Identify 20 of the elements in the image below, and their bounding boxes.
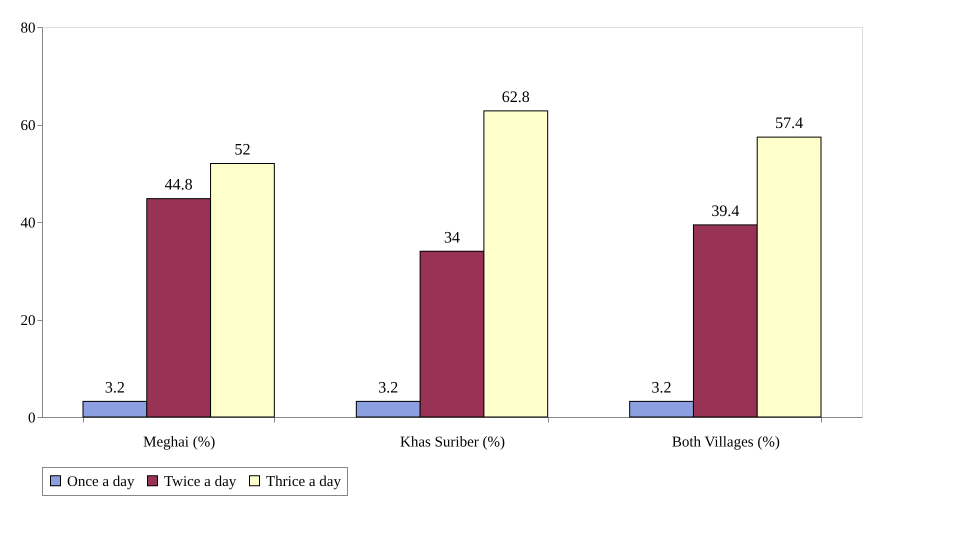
x-tick-label: Both Villages (%) — [672, 434, 780, 450]
data-label: 3.2 — [652, 379, 672, 396]
data-label: 3.2 — [378, 379, 398, 396]
y-tick-label: 40 — [20, 216, 36, 232]
y-tick-label: 20 — [20, 313, 36, 329]
data-label: 57.4 — [775, 115, 804, 132]
y-tick-label: 80 — [20, 20, 36, 36]
y-tick-label: 0 — [28, 410, 36, 426]
data-label: 34 — [444, 229, 460, 246]
y-tick-label: 60 — [20, 118, 36, 134]
data-label: 39.4 — [711, 202, 740, 220]
x-tick-label: Khas Suriber (%) — [400, 434, 505, 450]
legend-label: Thrice a day — [266, 474, 342, 490]
legend-label: Twice a day — [164, 474, 237, 490]
data-label: 3.2 — [104, 379, 125, 396]
data-label: 62.8 — [502, 88, 530, 106]
x-tick-label: Meghai (%) — [143, 434, 216, 450]
data-label: 44.8 — [164, 176, 193, 194]
legend-label: Once a day — [67, 474, 135, 490]
data-label: 52 — [234, 142, 250, 158]
